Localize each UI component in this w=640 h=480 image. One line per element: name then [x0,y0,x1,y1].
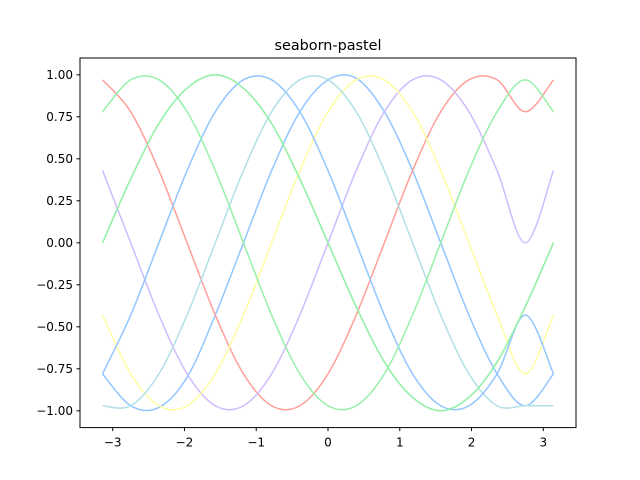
y-tick-label: −0.50 [36,320,73,334]
y-tick-label: −0.75 [36,362,73,376]
x-tick-label: 0 [324,436,332,450]
series-line-3 [101,75,555,411]
x-tick-label: −1 [247,436,265,450]
axes-frame [79,57,577,429]
series-line-5 [101,75,555,411]
y-tick-label: 0.50 [46,152,73,166]
y-tick-label: 0.00 [46,236,73,250]
y-tick-label: 1.00 [46,68,73,82]
series-line-6 [102,75,554,409]
y-tick-label: 0.25 [46,194,73,208]
ticks-layer: −3 −2 −1 0 1 2 3 −1.00 −0.75 −0.50 −0.25 0.00 0.25 0.… [36,68,547,450]
series-layer [101,74,555,412]
x-tick-label: −2 [176,436,194,450]
y-tick-label: −0.25 [36,278,73,292]
y-tick-label: 0.75 [46,110,73,124]
series-line-7 [101,75,555,411]
x-tick-label: −3 [104,436,122,450]
chart-title: seaborn-pastel [274,38,381,54]
series-line-9 [101,74,555,412]
x-tick-label: 3 [539,436,547,450]
series-line-8 [101,75,555,411]
x-tick-label: 1 [396,436,404,450]
x-tick-label: 2 [468,436,476,450]
y-tick-label: −1.00 [36,404,73,418]
